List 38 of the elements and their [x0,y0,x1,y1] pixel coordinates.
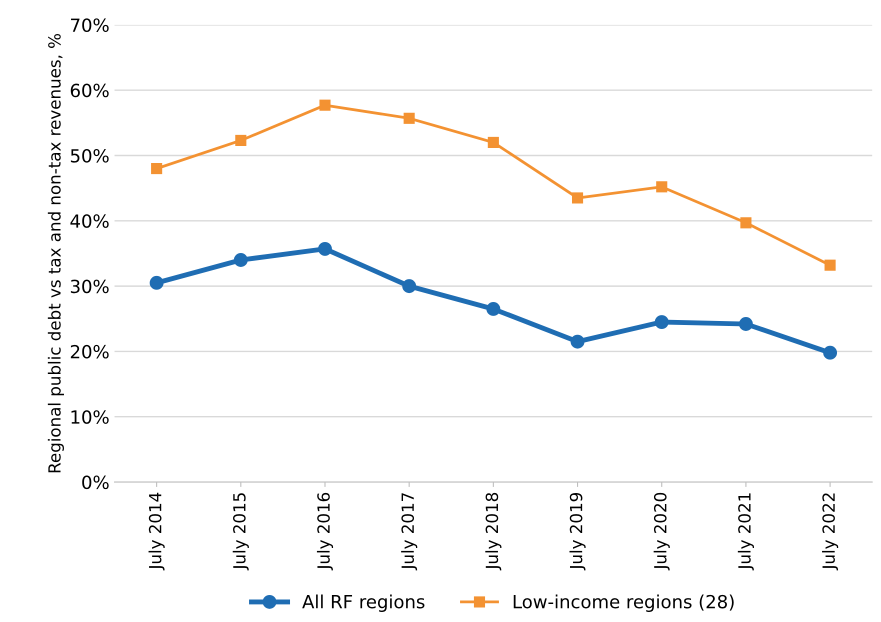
point [402,279,416,294]
x-tick-label: July 2021 [738,493,754,570]
legend-label: Low-income regions (28) [514,594,734,612]
y-tick-label: 50% [70,148,109,163]
x-tick-label: July 2017 [401,493,418,570]
point [824,260,836,271]
point [570,334,584,349]
x-tick-label: July 2014 [148,492,165,570]
point [151,163,162,174]
x-tick-label: July 2016 [316,492,334,570]
point [318,242,332,256]
y-tick-label: 20% [70,344,109,359]
x-tick-label: July 2015 [232,493,249,570]
y-tick-label: 60% [70,84,109,98]
x-tick-label: July 2019 [569,492,586,570]
point [234,253,248,267]
point [150,276,164,290]
y-tick-label: 30% [70,280,109,294]
y-axis-title: Regional public debt vs tax and non-tax revenues, % [48,34,64,472]
point [488,136,499,148]
point [235,134,246,146]
y-tick-label: 0% [82,476,109,490]
y-tick-label: 70% [71,18,109,32]
point [654,315,669,329]
x-tick-label: July 2020 [654,492,670,570]
x-tick-label: July 2018 [485,492,502,570]
point [319,100,331,111]
x-tick-label: July 2022 [822,493,838,570]
point [656,181,668,192]
y-tick-label: 10% [72,410,109,424]
y-tick-label: 40% [70,214,109,228]
point [404,112,415,124]
point [486,302,500,316]
legend-label: All RF regions [302,594,424,612]
point [740,217,752,228]
point [823,346,838,360]
point [572,192,584,204]
point [738,317,753,331]
